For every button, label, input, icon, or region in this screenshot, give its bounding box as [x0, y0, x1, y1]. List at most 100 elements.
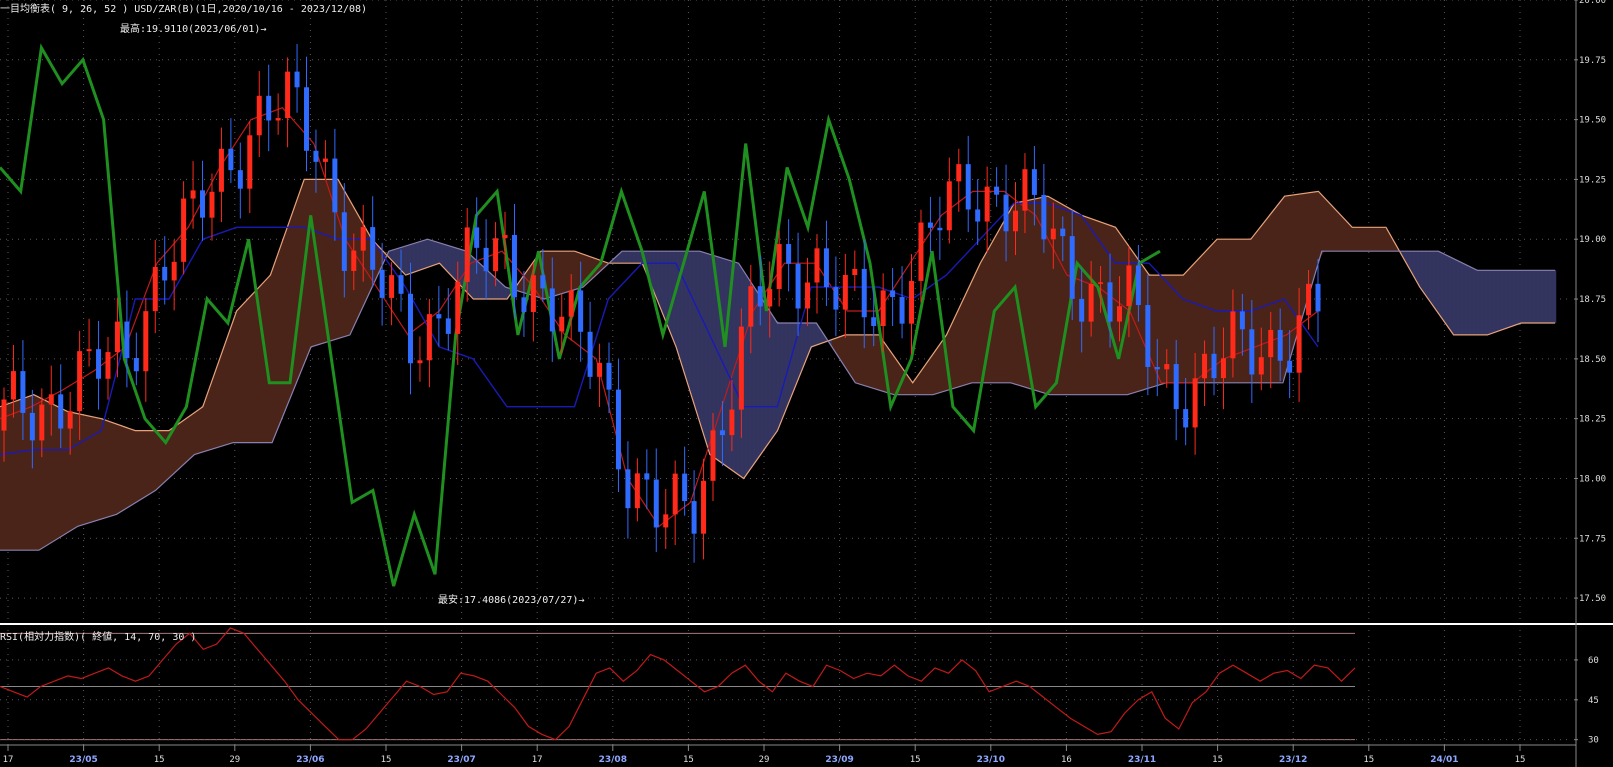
kumo-segment [1507, 270, 1513, 328]
candle-body [559, 316, 565, 332]
kumo-segment [1323, 196, 1329, 252]
kumo-segment [487, 270, 493, 300]
kumo-segment [179, 419, 185, 469]
price-tick-label: 19.75 [1579, 56, 1606, 66]
candle-body [691, 501, 697, 534]
candle-body [918, 222, 924, 281]
candle-body [682, 473, 688, 502]
kumo-segment [851, 334, 857, 384]
price-tick-label: 18.25 [1579, 415, 1606, 425]
kumo-segment [703, 252, 709, 449]
candle-body [275, 118, 281, 121]
kumo-segment [1427, 250, 1433, 306]
candle-body [738, 326, 744, 410]
candle-body [360, 227, 366, 251]
kumo-segment [1463, 263, 1469, 336]
candle-body [407, 293, 413, 364]
kumo-segment [239, 302, 245, 443]
candle-body [1, 399, 7, 431]
high-annotation: 最高:19.9110(2023/06/01)→ [120, 24, 267, 35]
kumo-segment [1159, 274, 1165, 386]
candle-body [86, 349, 92, 352]
kumo-segment [279, 236, 285, 424]
kumo-segment [219, 346, 225, 447]
kumo-segment [1263, 216, 1269, 384]
kumo-segment [427, 239, 433, 268]
kumo-segment [979, 255, 985, 384]
kumo-segment [699, 250, 705, 436]
candle-body [521, 297, 527, 312]
candle-body [1107, 282, 1113, 322]
kumo-segment [1439, 251, 1445, 323]
kumo-segment [103, 419, 109, 519]
time-tick-label: 23/11 [1128, 755, 1156, 765]
kumo-segment [731, 260, 737, 474]
candle-body [1220, 358, 1226, 379]
candle-body [776, 244, 782, 289]
candle-body [1088, 283, 1094, 322]
kumo-segment [1475, 269, 1481, 336]
kumo-segment [147, 430, 153, 496]
candle-body [1230, 311, 1236, 359]
candle-body [861, 268, 867, 318]
kumo-segment [419, 240, 425, 271]
kumo-segment [411, 242, 417, 274]
time-tick-label: 23/09 [825, 755, 853, 765]
kumo-segment [451, 246, 457, 282]
kumo-segment [435, 241, 441, 265]
candle-body [530, 275, 536, 312]
kumo-segment [1299, 193, 1305, 325]
kumo-segment [479, 263, 485, 300]
kumo-segment [687, 250, 693, 398]
kumo-segment [195, 408, 201, 455]
kumo-segment [1543, 270, 1549, 324]
kumo-segment [1523, 270, 1529, 324]
kumo-segment [1359, 227, 1365, 252]
kumo-segment [811, 322, 817, 347]
kumo-segment [1459, 261, 1465, 336]
candle-body [795, 263, 801, 309]
candle-body [1268, 329, 1274, 358]
candle-body [304, 87, 310, 151]
rsi-title: RSI(相対力指数)( 終値, 14, 70, 30 ) [0, 632, 197, 643]
kumo-segment [975, 263, 981, 384]
kumo-segment [183, 416, 189, 465]
low-annotation: 最安:17.4086(2023/07/27)→ [438, 595, 585, 606]
time-tick-label: 15 [381, 755, 392, 765]
kumo-segment [1491, 270, 1497, 334]
kumo-segment [227, 324, 233, 445]
kumo-segment [987, 241, 993, 384]
candle-body [181, 198, 187, 262]
candle-body [370, 227, 376, 270]
kumo-segment [1375, 227, 1381, 252]
kumo-segment [431, 240, 437, 267]
kumo-segment [139, 430, 145, 501]
kumo-segment [1527, 270, 1533, 324]
kumo-segment [111, 422, 117, 517]
candle-body [218, 148, 224, 192]
kumo-segment [1495, 270, 1501, 333]
candle-body [587, 331, 593, 377]
kumo-segment [1423, 250, 1429, 300]
rsi-tick-label: 30 [1588, 736, 1599, 746]
kumo-segment [1431, 250, 1437, 311]
kumo-segment [319, 179, 325, 345]
kumo-segment [1019, 200, 1025, 388]
chikou-span-line [0, 43, 1161, 587]
kumo-segment [1515, 270, 1521, 326]
candle-body [975, 209, 981, 222]
kumo-segment [855, 334, 861, 385]
candle-body [20, 371, 26, 413]
kumo-segment [1367, 227, 1373, 252]
kumo-segment [1031, 198, 1037, 391]
candle-body [1041, 194, 1047, 240]
candle-body [96, 349, 102, 379]
price-tick-label: 19.00 [1579, 235, 1606, 245]
kumo-segment [1339, 213, 1345, 252]
time-tick-label: 29 [759, 755, 770, 765]
candle-body [1012, 210, 1018, 232]
candle-body [379, 269, 385, 298]
kumo-segment [155, 430, 161, 491]
candle-body [1126, 265, 1132, 307]
candle-body [701, 480, 707, 534]
